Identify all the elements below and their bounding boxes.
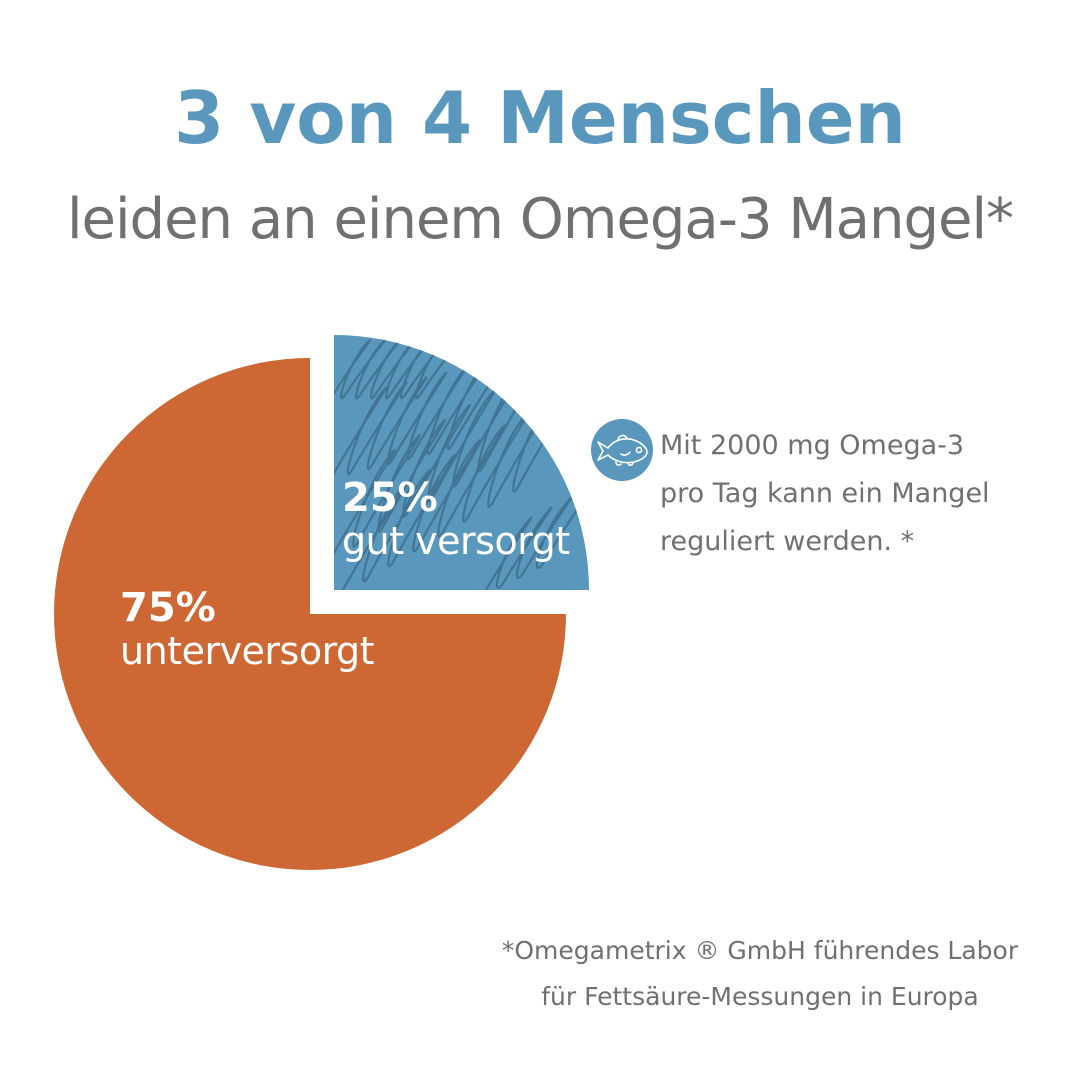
page-subtitle: leiden an einem Omega-3 Mangel* [66,187,1014,252]
slice-unterversorgt [54,358,566,870]
note-line: pro Tag kann ein Mangel [660,478,990,509]
footnote-line: *Omegametrix ® GmbH führendes Labor [501,936,1019,965]
page-title: 3 von 4 Menschen [174,76,906,160]
slice-text: unterversorgt [120,629,375,673]
slice-pct: 75% [120,585,216,631]
slice-pct: 25% [342,475,438,521]
source-footnote: *Omegametrix ® GmbH führendes Labor für … [460,928,1060,1020]
note-line: Mit 2000 mg Omega-3 [660,430,965,461]
slice-text: gut versorgt [342,519,570,563]
footnote-line: für Fettsäure-Messungen in Europa [541,982,979,1011]
slice-label-unterversorgt: 75% unterversorgt [120,585,375,673]
fish-icon [591,419,653,481]
note-line: reguliert werden. * [660,526,915,557]
slice-label-gut-versorgt: 25% gut versorgt [342,478,570,560]
info-note: Mit 2000 mg Omega-3 pro Tag kann ein Man… [660,422,1060,566]
